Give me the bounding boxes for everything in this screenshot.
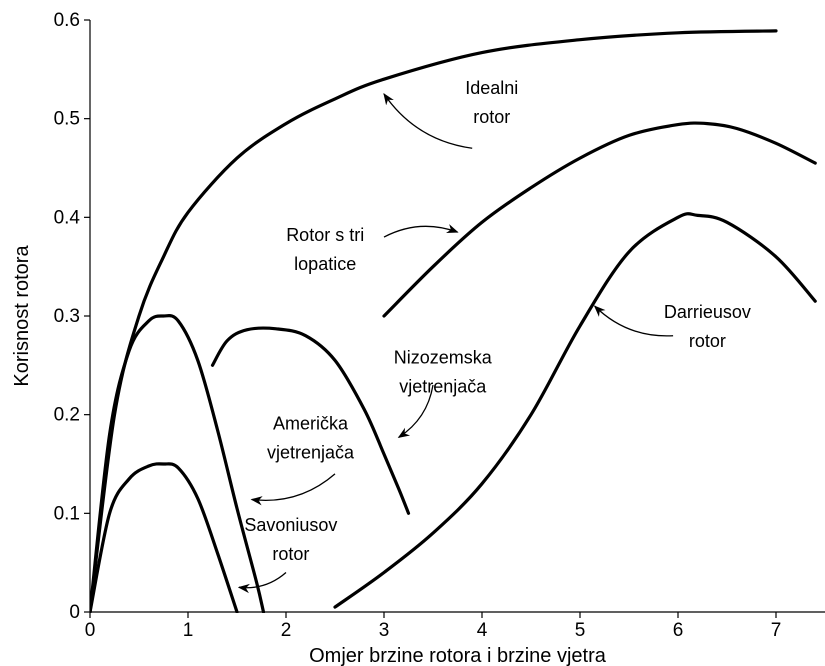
annotation: Američka vjetrenjača (250, 413, 355, 506)
series-line-rotor-s-tri-lopatice (382, 121, 817, 318)
annotation-label: rotor (272, 544, 309, 564)
y-tick-label: 0.6 (54, 10, 80, 31)
annotation-label: Rotor s tri (286, 225, 364, 245)
series-line-savoniusov-rotor (90, 462, 239, 613)
annotation-label: Američka (273, 413, 349, 433)
annotation-label: vjetrenjača (267, 442, 355, 462)
annotation-arrow (250, 473, 336, 506)
annotation-label: Savoniusov (244, 515, 337, 535)
annotation: Idealni rotor (383, 78, 518, 149)
annotation: Nizozemska vjetrenjača (394, 347, 493, 438)
series-line-nizozemska-vjetrenjaca (210, 326, 411, 515)
annotation-arrow (383, 224, 459, 238)
x-ticks: 0 1 2 3 4 5 6 7 (85, 612, 782, 641)
annotation-label: Nizozemska (394, 347, 493, 367)
annotations: Idealni rotor Rotor s tri lopatice Darrieuso… (237, 78, 751, 594)
x-tick-label: 6 (673, 620, 684, 641)
annotation: Darrieusov rotor (593, 302, 751, 351)
y-axis-title: Korisnost rotora (11, 245, 33, 387)
x-tick-label: 0 (85, 620, 96, 641)
x-tick-label: 5 (575, 620, 586, 641)
annotation-label: vjetrenjača (399, 376, 487, 396)
y-tick-label: 0.4 (54, 207, 81, 228)
series-line-americka-vjetrenjaca (90, 314, 266, 613)
x-tick-label: 2 (281, 620, 292, 641)
y-tick-label: 0 (69, 602, 80, 623)
annotation-label: lopatice (294, 254, 356, 274)
x-tick-label: 4 (477, 620, 488, 641)
annotation-label: Idealni (465, 78, 518, 98)
x-tick-label: 1 (183, 620, 194, 641)
annotation: Savoniusov rotor (237, 515, 337, 594)
x-tick-label: 3 (379, 620, 390, 641)
y-tick-label: 0.2 (54, 405, 80, 426)
annotation-arrow (593, 305, 674, 337)
x-tick-label: 7 (771, 620, 782, 641)
annotation-label: Darrieusov (664, 302, 751, 322)
annotation-label: rotor (473, 107, 510, 127)
series-line-darrieusov-rotor (333, 212, 817, 609)
y-tick-label: 0.1 (54, 503, 80, 524)
annotation-label: rotor (689, 331, 726, 351)
annotation: Rotor s tri lopatice (286, 224, 459, 274)
y-ticks: 0 0.1 0.2 0.3 0.4 0.5 0.6 (54, 10, 90, 623)
y-tick-label: 0.3 (54, 306, 80, 327)
annotation-arrow (237, 572, 287, 594)
y-tick-label: 0.5 (54, 109, 80, 130)
x-axis-title: Omjer brzine rotora i brzine vjetra (309, 645, 607, 666)
plot-lines (90, 29, 817, 613)
annotation-arrow (397, 384, 434, 438)
annotation-arrow (383, 93, 473, 149)
